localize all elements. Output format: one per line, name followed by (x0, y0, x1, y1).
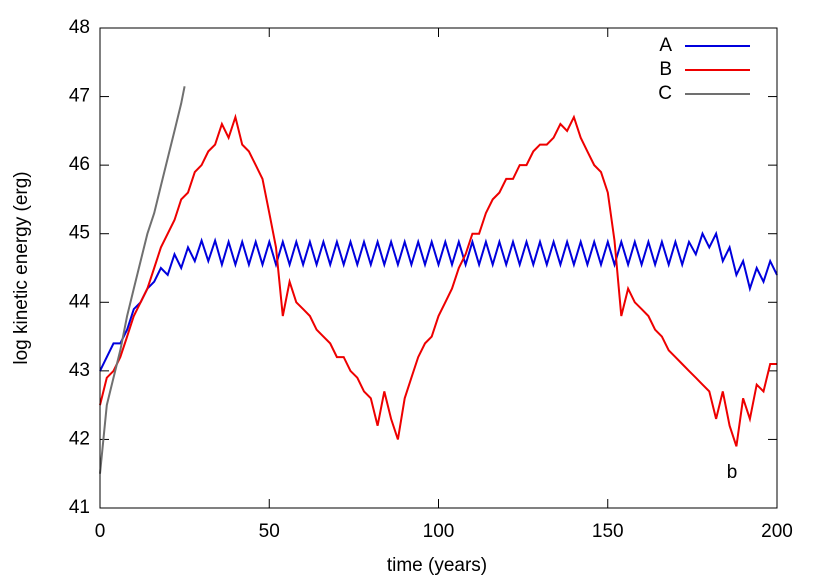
legend-label: C (658, 83, 672, 104)
x-tick-label: 50 (259, 521, 280, 542)
y-axis-label: log kinetic energy (erg) (11, 171, 32, 364)
x-tick-label: 0 (95, 521, 106, 542)
x-tick-label: 150 (592, 521, 624, 542)
y-tick-label: 41 (69, 497, 90, 518)
annotation: b (727, 462, 738, 483)
series-line (99, 230, 778, 372)
plot-frame (99, 27, 778, 509)
legend-label: B (659, 59, 672, 80)
series-line (99, 86, 186, 474)
x-tick-label: 100 (423, 521, 455, 542)
y-tick-label: 43 (69, 360, 90, 381)
x-tick-label: 200 (761, 521, 793, 542)
y-tick-label: 42 (69, 428, 90, 449)
y-tick-label: 46 (69, 154, 90, 175)
legend-label: A (659, 35, 672, 56)
series-line (99, 113, 777, 447)
y-tick-label: 45 (69, 223, 90, 244)
y-tick-label: 47 (69, 86, 90, 107)
x-axis-label: time (years) (387, 555, 487, 576)
y-tick-label: 48 (69, 17, 90, 38)
y-tick-label: 44 (69, 291, 91, 312)
